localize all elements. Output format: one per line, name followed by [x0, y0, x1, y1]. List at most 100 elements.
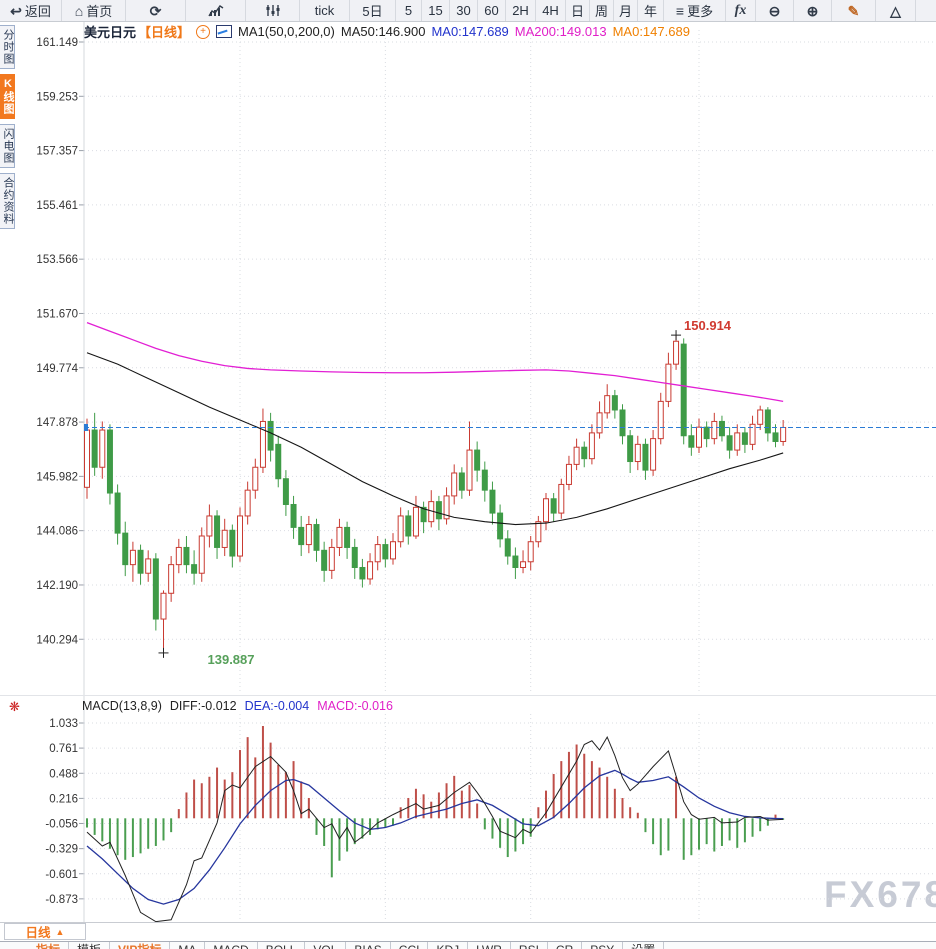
indicator-tab-CCI[interactable]: CCI	[391, 942, 429, 949]
toolbar-interval-4H[interactable]: 4H	[536, 0, 566, 21]
toolbar-interval-2H[interactable]: 2H	[506, 0, 536, 21]
candle-body	[627, 435, 634, 463]
candle-body	[145, 558, 152, 574]
toolbar-item-label: 60	[484, 3, 499, 18]
candle-body	[420, 506, 427, 523]
left-tab-item[interactable]: 分时图	[0, 25, 15, 69]
toolbar-interval-15[interactable]: 15	[422, 0, 450, 21]
candle-body	[565, 463, 572, 485]
indicator-tab-MA[interactable]: MA	[170, 942, 206, 949]
toolbar-interval-年[interactable]: 年	[638, 0, 664, 21]
toolbar-triangle-icon-button[interactable]: △	[876, 0, 916, 21]
macd-diff-line	[86, 736, 784, 922]
toolbar-back-arrow-icon-button[interactable]: ↩ 返回	[0, 0, 62, 21]
indicator-tab-BIAS[interactable]: BIAS	[346, 942, 391, 949]
candle-body	[221, 529, 228, 548]
candle-body	[573, 446, 580, 465]
toolbar-pencil-icon-button[interactable]: ✎	[832, 0, 876, 21]
indicator-tab-CR[interactable]: CR	[548, 942, 583, 949]
candle-body	[137, 549, 144, 574]
candle-body	[451, 472, 458, 497]
chart-header: 美元日元 【日线】 + MA1(50,0,200,0) MA50:146.900…	[84, 24, 690, 40]
toolbar-interval-5日[interactable]: 5日	[350, 0, 396, 21]
toolbar-menu-icon-button[interactable]: ≡ 更多	[664, 0, 726, 21]
indicator-tab-LWR[interactable]: LWR	[468, 942, 511, 949]
candle-body	[259, 420, 266, 468]
candle-body	[458, 472, 465, 491]
toolbar-item-label: 日	[570, 4, 584, 19]
y-axis-label: -0.329	[45, 844, 78, 856]
left-tab-active[interactable]: K线图	[0, 74, 15, 119]
candle-body	[359, 566, 366, 580]
candle-body	[611, 395, 618, 411]
candle-body	[290, 503, 297, 528]
toolbar-interval-60[interactable]: 60	[478, 0, 506, 21]
candle-body	[481, 469, 488, 491]
indicator-tab-设置[interactable]: 设置	[623, 942, 665, 949]
toolbar-sliders-icon-button[interactable]	[246, 0, 300, 21]
candle-body	[91, 429, 98, 468]
candle-body	[489, 489, 496, 514]
toolbar-item-label: 5日	[362, 4, 383, 19]
toolbar-item-label: 4H	[542, 3, 559, 18]
toolbar-interval-月[interactable]: 月	[614, 0, 638, 21]
toolbar-interval-5[interactable]: 5	[396, 0, 422, 21]
y-axis-label: 140.294	[36, 634, 78, 646]
candle-body	[466, 449, 473, 491]
candle-body	[596, 412, 603, 434]
toolbar-home-icon-button[interactable]: ⌂ 首页	[62, 0, 126, 21]
candle-body	[382, 544, 389, 560]
candle-body	[772, 432, 779, 442]
toolbar-interval-30[interactable]: 30	[450, 0, 478, 21]
indicator-tab-KDJ[interactable]: KDJ	[428, 942, 469, 949]
period-selector-arrow-icon: ▲	[55, 926, 65, 937]
macd-macd-value: MACD:-0.016	[317, 699, 393, 713]
toolbar-zoom-out-icon-button[interactable]: ⊖	[756, 0, 794, 21]
candle-body	[780, 426, 787, 442]
macd-dea-line	[86, 769, 784, 905]
candle-body	[84, 429, 90, 488]
y-axis-label: 161.149	[36, 37, 78, 49]
toolbar-refresh-icon-button[interactable]: ⟳	[126, 0, 186, 21]
left-tab-item[interactable]: 合约资料	[0, 173, 15, 229]
toolbar-item-label: 5	[404, 3, 413, 18]
candle-body	[734, 432, 741, 451]
indicator-tab-VIP指标[interactable]: VIP指标	[110, 942, 171, 949]
left-tab-item[interactable]: 闪电图	[0, 124, 15, 168]
home-icon: ⌂	[74, 2, 84, 19]
indicator-tab-RSI[interactable]: RSI	[511, 942, 548, 949]
period-tag: 【日线】	[138, 25, 191, 40]
indicator-settings-icon[interactable]: ❋	[9, 699, 20, 714]
candle-body	[160, 592, 167, 620]
ma-indicator-icon[interactable]	[216, 25, 233, 38]
indicator-tab-MACD[interactable]: MACD	[205, 942, 258, 949]
left-tab-strip: 分时图 K线图闪电图合约资料	[0, 25, 15, 234]
indicator-tab-指标[interactable]: 指标	[28, 942, 70, 949]
add-indicator-icon[interactable]: +	[196, 24, 211, 39]
candle-body	[321, 549, 328, 571]
candle-body	[703, 426, 710, 440]
indicator-tab-VOL[interactable]: VOL	[305, 942, 347, 949]
indicator-tab-BOLL[interactable]: BOLL	[258, 942, 306, 949]
top-toolbar: ↩ 返回 ⌂ 首页 ⟳ tick 5日 5 15 30 60 2H 4H 日周月年 ≡ 更多 fx ⊖ ⊕ ✎ △	[0, 0, 936, 22]
toolbar-item-label: 15	[428, 3, 443, 18]
period-selector[interactable]: 日线 ▲	[4, 923, 86, 940]
toolbar-zoom-in-icon-button[interactable]: ⊕	[794, 0, 832, 21]
indicator-tab-模板[interactable]: 模板	[69, 942, 111, 949]
toolbar-interval-tick[interactable]: tick	[300, 0, 350, 21]
toolbar-interval-周[interactable]: 周	[590, 0, 614, 21]
macd-header: MACD(13,8,9) DIFF:-0.012 DEA:-0.004 MACD…	[82, 699, 393, 713]
ma0-orange-value: MA0:147.689	[612, 24, 690, 39]
candle-body	[474, 449, 481, 471]
ma50-value: MA50:146.900	[340, 24, 426, 39]
candle-body	[390, 541, 396, 560]
candle-body	[657, 400, 664, 440]
toolbar-interval-日[interactable]: 日	[566, 0, 590, 21]
toolbar-bar-chart-icon-button[interactable]	[186, 0, 246, 21]
toolbar-fx-icon-button[interactable]: fx	[726, 0, 756, 21]
candle-body	[206, 515, 213, 537]
y-axis-label: 0.216	[49, 793, 78, 805]
high-price-label: 150.914	[684, 318, 732, 334]
indicator-tab-PSY[interactable]: PSY	[582, 942, 624, 949]
